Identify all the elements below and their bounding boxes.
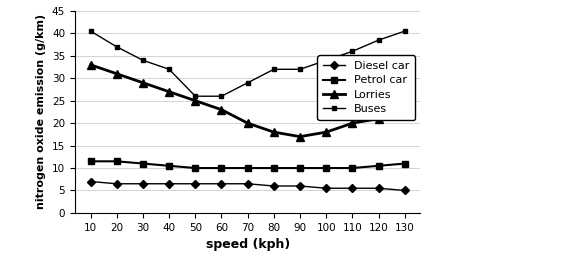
Lorries (323, 130, 329, 134)
Buses (113, 45, 120, 49)
Legend: Diesel car, Petrol car, Lorries, Buses: Diesel car, Petrol car, Lorries, Buses (317, 55, 415, 120)
Diesel car (401, 189, 408, 192)
Petrol car (139, 162, 146, 165)
Lorries (192, 99, 199, 102)
Petrol car (323, 167, 329, 170)
Buses (218, 94, 225, 98)
Buses (270, 68, 277, 71)
Diesel car (297, 184, 304, 188)
Diesel car (192, 182, 199, 185)
Buses (192, 94, 199, 98)
Lorries (270, 130, 277, 134)
Lorries (401, 112, 408, 116)
Buses (244, 81, 251, 84)
Buses (297, 68, 304, 71)
Diesel car (166, 182, 173, 185)
Petrol car (270, 167, 277, 170)
Y-axis label: nitrogen oxide emission (g/km): nitrogen oxide emission (g/km) (36, 14, 46, 209)
Petrol car (375, 164, 382, 167)
Petrol car (349, 167, 356, 170)
Lorries (375, 117, 382, 120)
Line: Lorries: Lorries (86, 61, 409, 141)
Diesel car (113, 182, 120, 185)
Line: Buses: Buses (88, 29, 407, 99)
X-axis label: speed (kph): speed (kph) (206, 238, 290, 251)
Line: Diesel car: Diesel car (88, 179, 408, 193)
Petrol car (218, 167, 225, 170)
Diesel car (244, 182, 251, 185)
Lorries (113, 72, 120, 75)
Buses (349, 50, 356, 53)
Diesel car (270, 184, 277, 188)
Diesel car (323, 187, 329, 190)
Lorries (166, 90, 173, 93)
Petrol car (166, 164, 173, 167)
Line: Petrol car: Petrol car (87, 158, 408, 171)
Lorries (139, 81, 146, 84)
Buses (87, 29, 94, 33)
Petrol car (113, 160, 120, 163)
Petrol car (297, 167, 304, 170)
Diesel car (349, 187, 356, 190)
Lorries (244, 121, 251, 125)
Petrol car (192, 167, 199, 170)
Buses (375, 38, 382, 42)
Diesel car (375, 187, 382, 190)
Buses (139, 59, 146, 62)
Lorries (87, 63, 94, 66)
Lorries (218, 108, 225, 111)
Petrol car (244, 167, 251, 170)
Lorries (349, 121, 356, 125)
Diesel car (87, 180, 94, 183)
Petrol car (87, 160, 94, 163)
Buses (323, 59, 329, 62)
Petrol car (401, 162, 408, 165)
Buses (166, 68, 173, 71)
Diesel car (139, 182, 146, 185)
Diesel car (218, 182, 225, 185)
Buses (401, 29, 408, 33)
Lorries (297, 135, 304, 138)
